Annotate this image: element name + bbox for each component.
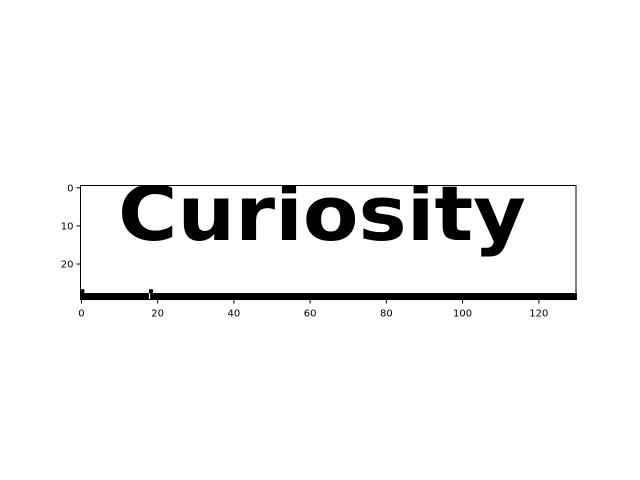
- y-tick-label: 20: [61, 260, 74, 271]
- x-tick-label: 100: [453, 309, 472, 320]
- x-tick-label: 40: [228, 309, 241, 320]
- baseline-rule: [80, 289, 577, 301]
- x-tick-label: 80: [380, 309, 393, 320]
- baseline-notch: [80, 289, 85, 294]
- y-tick-label: 0: [67, 183, 73, 194]
- x-axis: 0 20 40 60 80 100 120: [78, 299, 548, 320]
- baseline-rule-segment: [150, 293, 577, 301]
- x-tick-label: 120: [529, 309, 548, 320]
- x-tick-label: 20: [151, 309, 164, 320]
- y-tick-label: 10: [61, 221, 74, 232]
- y-axis: 0 10 20: [61, 183, 81, 271]
- x-tick-label: 0: [78, 309, 84, 320]
- baseline-notch: [149, 289, 154, 294]
- image-pixels: Curiosity: [80, 169, 577, 301]
- x-tick-label: 60: [304, 309, 317, 320]
- baseline-rule-segment: [80, 293, 149, 301]
- axes-frame: [80, 185, 577, 300]
- image-word-curiosity: Curiosity: [118, 169, 526, 258]
